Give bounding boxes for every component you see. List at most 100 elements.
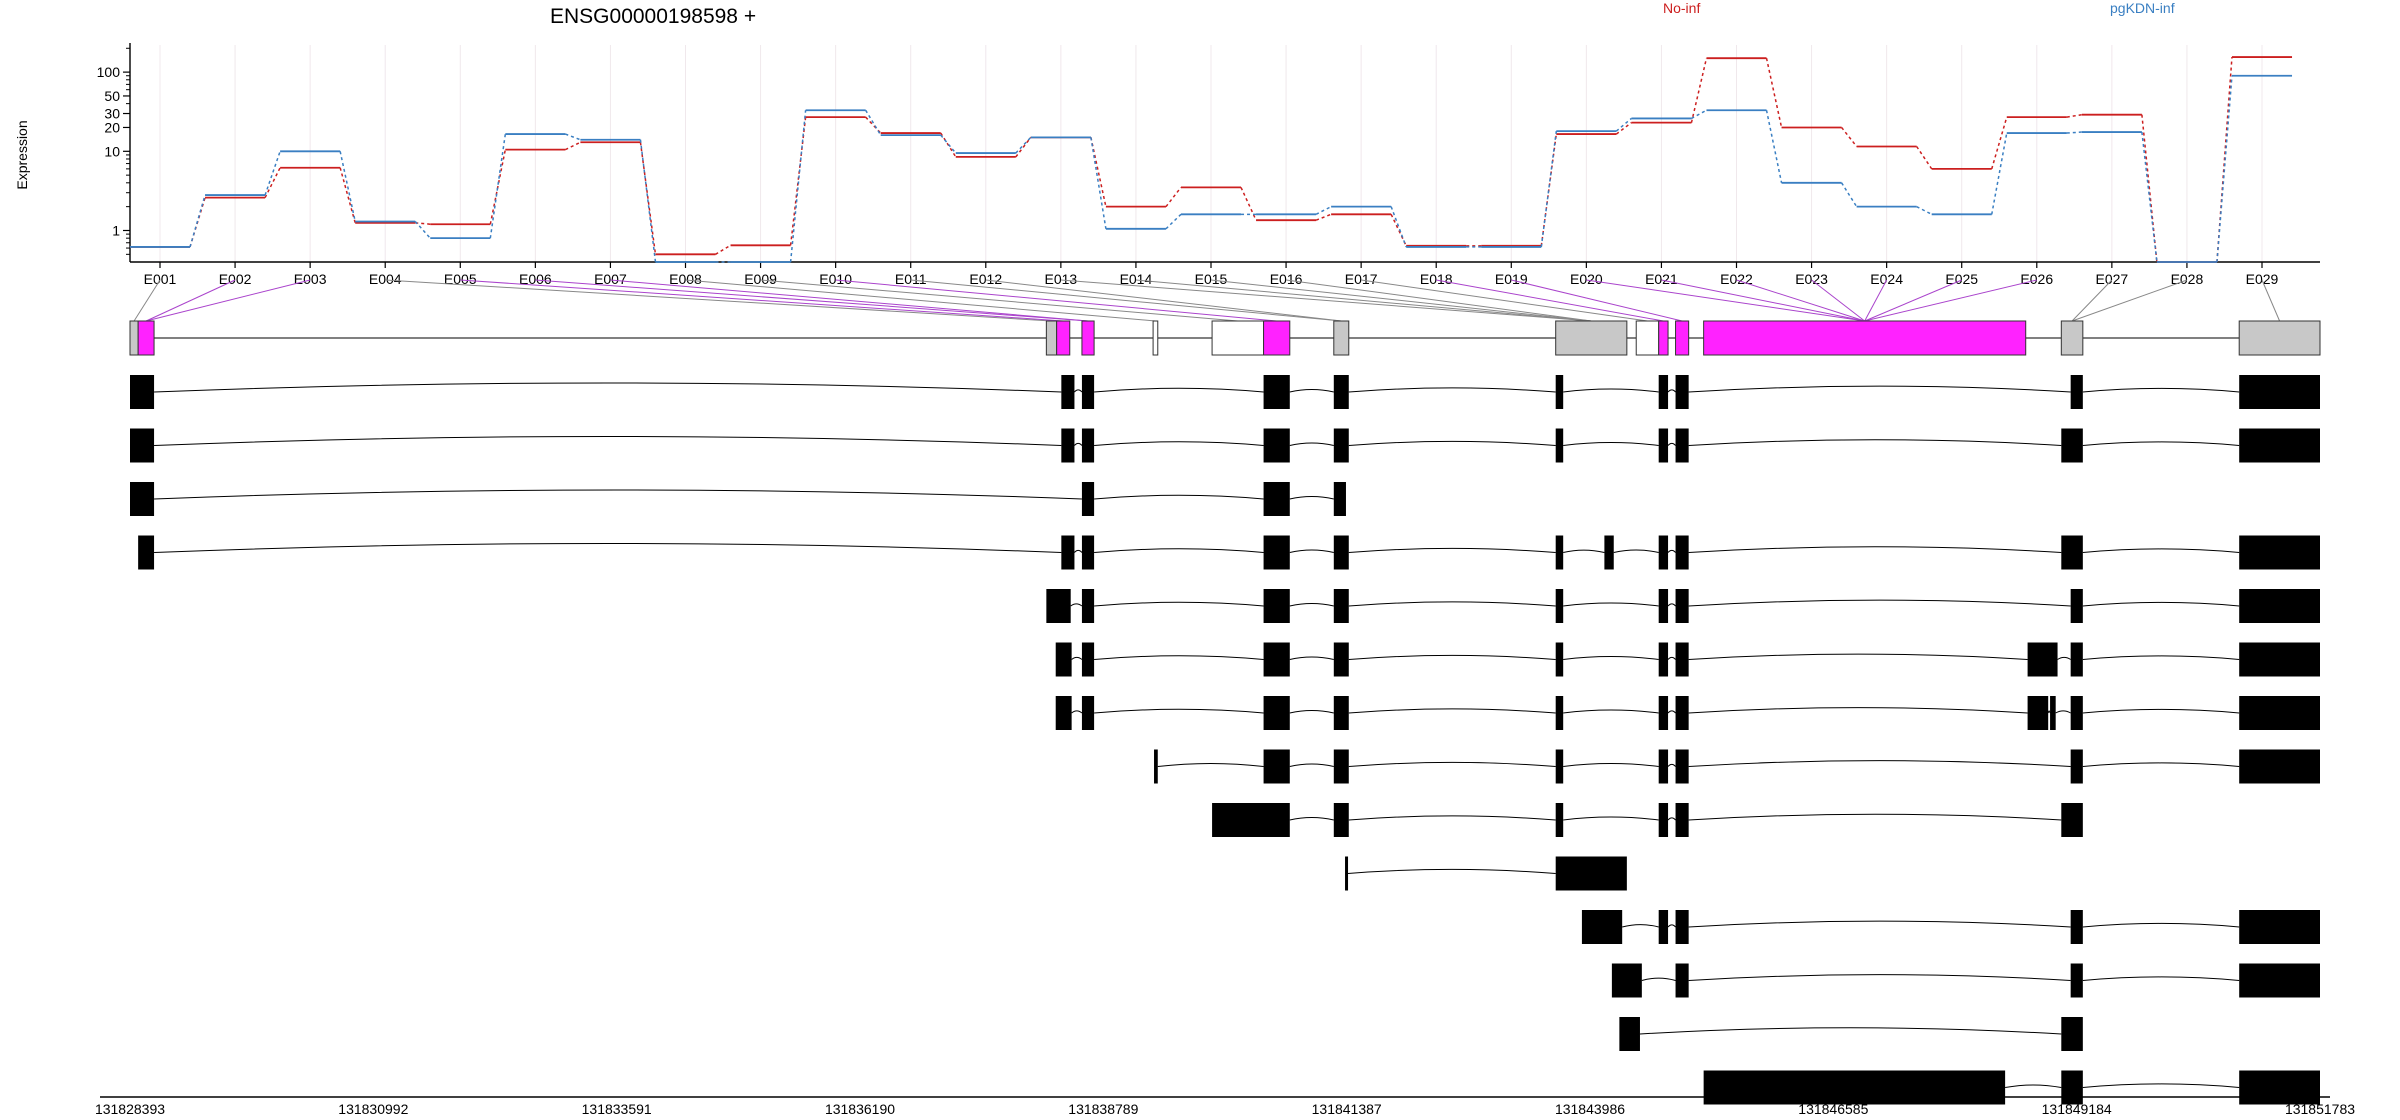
intron [2082,441,2240,446]
bin-link [1060,279,1592,322]
exon [1658,803,1669,837]
exon-bin [1056,320,1071,356]
intron [1348,708,1556,714]
exon-bin [137,320,155,356]
connector [189,194,206,248]
series-pgkdn-inf [129,74,2293,263]
connector [339,151,356,222]
bin-link [460,279,1064,322]
x-tick-label-e005: E005 [444,271,477,287]
bin-link [145,279,236,322]
intron [1688,385,2071,393]
exon-bin [1211,320,1265,356]
exon [1263,589,1290,623]
intron [1639,1027,2062,1035]
exon-bin [1081,320,1095,356]
connector [1090,137,1107,229]
intron [2082,548,2240,553]
exon [1333,589,1349,623]
intron [1667,817,1676,821]
exon-bin [1555,320,1628,356]
intron [1348,815,1556,821]
intron [1667,763,1676,767]
intron [1071,656,1083,660]
exon-bin [1263,320,1291,356]
exon [130,375,155,409]
exon [2239,1070,2320,1105]
exon [2239,910,2320,944]
transcript-row [1055,696,2320,730]
exon [1081,428,1095,463]
exon [1675,375,1689,409]
exon [2239,535,2320,570]
exon [138,535,155,570]
intron [1563,549,1605,553]
bin-link [760,279,1238,322]
chart-title: ENSG00000198598 + [550,5,756,28]
bin-link [1210,279,1592,322]
exon [1263,375,1290,409]
exon [2070,749,2083,784]
genomic-axis: 131828393 131830992 131833591 131836190 1318… [95,1096,2355,1117]
exon [2070,642,2083,677]
exon [1658,749,1669,784]
exon [1658,535,1669,570]
connector [1315,205,1332,215]
exon [1658,589,1669,623]
genomic-tick-label: 131838789 [1068,1101,1138,1117]
intron [2082,655,2240,660]
x-tick-label-e007: E007 [594,271,627,287]
exon [1081,482,1095,516]
intron [1074,442,1083,446]
transcript-row [1581,910,2320,944]
intron [1348,440,1556,446]
exon [1658,428,1669,463]
genomic-tick-label: 131828393 [95,1101,165,1117]
intron [1094,387,1264,393]
exon [1263,749,1290,784]
exon [2070,910,2083,944]
transcript-row [1212,803,2083,837]
bin-link [985,279,1342,322]
intron [1348,547,1556,553]
bin-link [835,279,1277,322]
exon [1333,803,1349,837]
connector [1240,187,1257,221]
connector [1840,182,1858,208]
exon [1055,696,1072,730]
intron [1688,653,2028,660]
x-tick-label-e006: E006 [519,271,552,287]
exon [1061,535,1075,570]
exon [1055,642,1072,677]
exon [1555,535,1564,570]
bin-link [1511,279,1683,322]
exon [1263,535,1290,570]
intron [1563,816,1659,821]
x-tick-label-e023: E023 [1795,271,1828,287]
intron [1563,709,1659,714]
x-tick-label-e024: E024 [1870,271,1903,287]
y-tick-label: 20 [104,119,120,135]
bin-link [1661,279,1865,322]
connector [565,133,581,141]
exon [1658,375,1669,409]
connector [264,151,281,196]
connector [715,244,731,255]
intron [1289,763,1334,767]
connector [414,220,431,239]
intron [2005,1084,2062,1088]
intron [1622,924,1659,928]
intron [2082,762,2240,767]
intron [1289,656,1334,660]
x-tick-label-e016: E016 [1270,271,1303,287]
genomic-tick-label: 131841387 [1312,1101,1382,1117]
exon [2070,589,2083,623]
connector [2216,75,2233,263]
intron [2057,656,2071,660]
exon [2061,428,2083,463]
y-tick-label: 10 [104,143,120,159]
transcript-row [1611,963,2320,998]
intron [2082,1083,2240,1088]
intron [2082,387,2240,393]
connector [940,134,957,154]
